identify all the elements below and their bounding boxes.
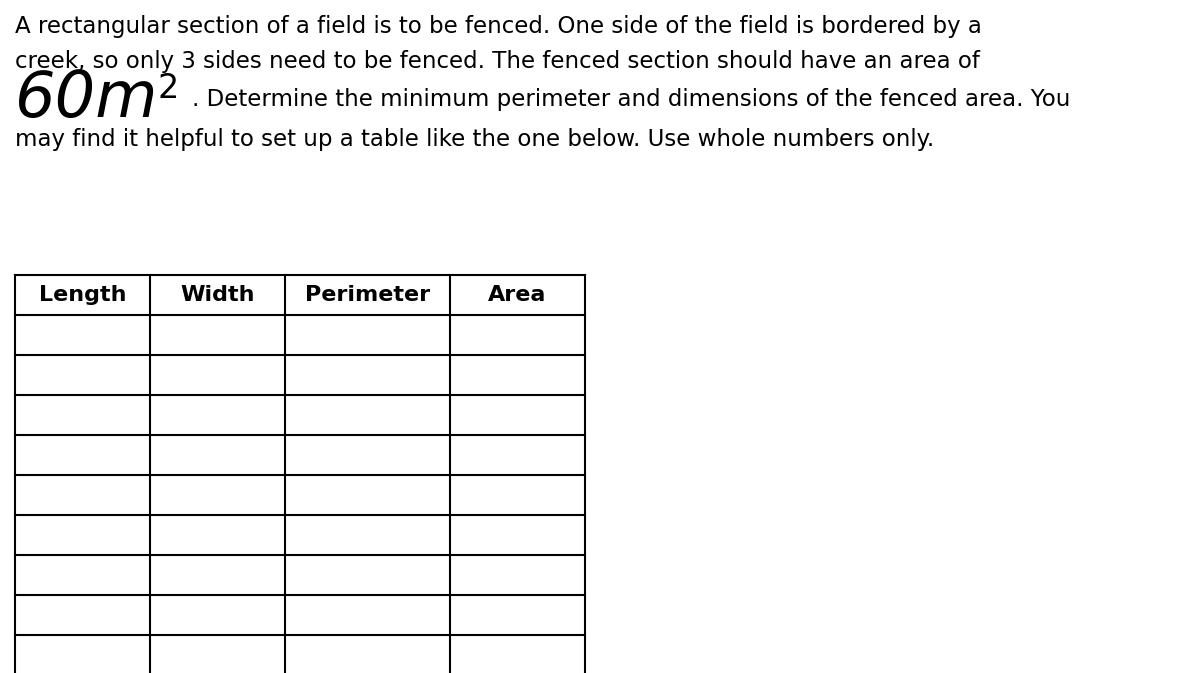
Text: 60m: 60m bbox=[14, 68, 158, 130]
Text: Length: Length bbox=[38, 285, 126, 305]
Text: may find it helpful to set up a table like the one below. Use whole numbers only: may find it helpful to set up a table li… bbox=[14, 128, 935, 151]
Text: 2: 2 bbox=[158, 72, 179, 105]
Text: creek, so only 3 sides need to be fenced. The fenced section should have an area: creek, so only 3 sides need to be fenced… bbox=[14, 50, 980, 73]
Text: . Determine the minimum perimeter and dimensions of the fenced area. You: . Determine the minimum perimeter and di… bbox=[192, 88, 1070, 111]
Text: Perimeter: Perimeter bbox=[305, 285, 430, 305]
Text: Width: Width bbox=[180, 285, 254, 305]
Text: A rectangular section of a field is to be fenced. One side of the field is borde: A rectangular section of a field is to b… bbox=[14, 15, 982, 38]
Text: Area: Area bbox=[488, 285, 547, 305]
